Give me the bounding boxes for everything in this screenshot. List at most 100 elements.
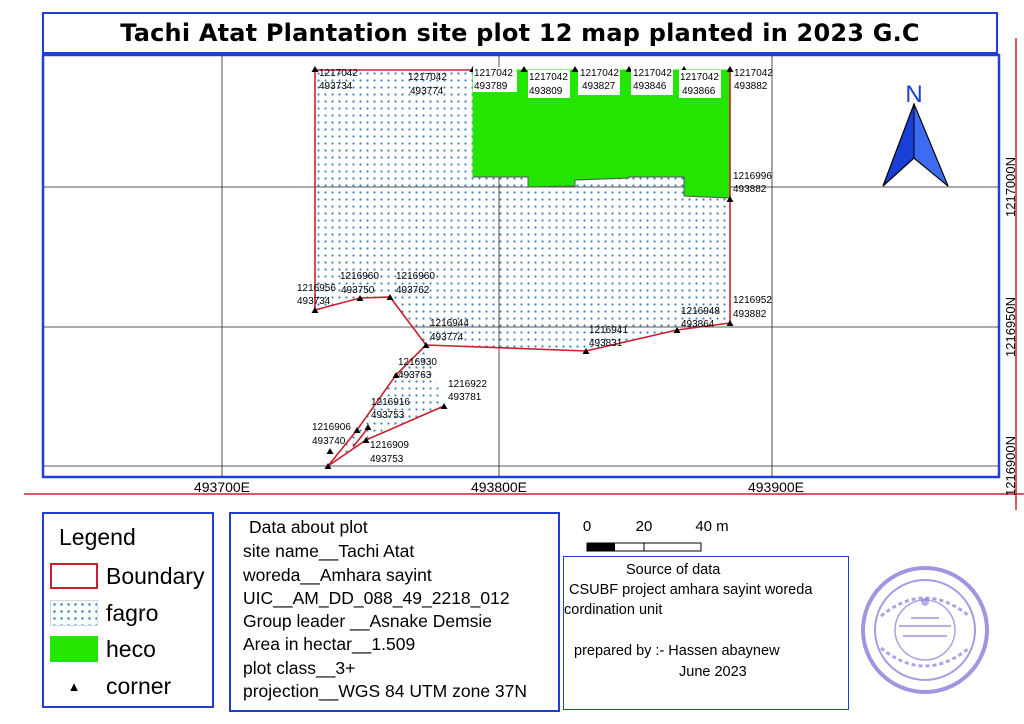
- triangle-icon: [726, 66, 734, 72]
- coord-label-e: 493734: [297, 296, 331, 307]
- coord-label-n: 1217042: [408, 72, 447, 83]
- triangle-icon: [673, 327, 681, 333]
- legend-label: heco: [106, 635, 156, 662]
- plot-data-line: Group leader __Asnake Demsie: [243, 611, 493, 631]
- coord-label-e: 493734: [319, 81, 353, 92]
- x-axis-labels: 493700E 493800E 493900E: [194, 479, 804, 495]
- coord-label-e: 493753: [370, 454, 404, 465]
- coord-label-e: 493866: [682, 86, 716, 97]
- triangle-icon: [356, 295, 364, 301]
- triangle-icon: [326, 448, 334, 454]
- coord-label-n: 1217042: [474, 68, 513, 79]
- y-axis-label: 1217000N: [1003, 157, 1018, 217]
- legend-item-fagro: fagro: [50, 598, 158, 628]
- triangle-icon: [571, 66, 579, 72]
- scale-bar: 0 20 40 m: [583, 518, 729, 552]
- coord-label-e: 493750: [341, 285, 375, 296]
- coord-label-e: 493882: [733, 184, 767, 195]
- coord-label-e: 493762: [396, 285, 430, 296]
- prepared-by: prepared by :- Hassen abaynew: [574, 643, 780, 659]
- triangle-icon: [364, 424, 372, 430]
- coord-label-e: 493831: [589, 338, 623, 349]
- coord-label-n: 1216960: [340, 271, 379, 282]
- y-axis-label: 1216950N: [1003, 297, 1018, 357]
- coord-label-n: 1216960: [396, 271, 435, 282]
- triangle-icon: [392, 372, 400, 378]
- coord-label-n: 1217042: [680, 72, 719, 83]
- triangle-icon: [625, 66, 633, 72]
- coord-label-e: 493846: [633, 81, 667, 92]
- triangle-icon: [362, 437, 370, 443]
- heco-swatch: [50, 636, 98, 662]
- plot-data-line: plot class__3+: [243, 658, 356, 678]
- coordinate-labels: 1217042 493734 1217042 493774 1217042 49…: [297, 68, 773, 465]
- source-box: Source of data CSUBF project amhara sayi…: [563, 556, 849, 710]
- coord-label-e: 493789: [474, 81, 508, 92]
- coord-label-n: 1217042: [529, 72, 568, 83]
- coord-label-e: 493882: [733, 309, 767, 320]
- triangle-icon: [726, 196, 734, 202]
- triangle-icon: [324, 463, 332, 469]
- coord-label-e: 493864: [681, 319, 715, 330]
- x-axis-label: 493800E: [471, 479, 527, 495]
- coord-label-e: 493774: [430, 332, 464, 343]
- boundary-swatch: [50, 563, 98, 589]
- source-line: CSUBF project amhara sayint woreda: [569, 582, 813, 598]
- coord-label-n: 1216916: [371, 397, 410, 408]
- coord-label-e: 493809: [529, 86, 563, 97]
- legend-label: Boundary: [106, 562, 205, 589]
- coord-label-e: 493882: [734, 81, 768, 92]
- triangle-icon: [726, 320, 734, 326]
- legend: Legend Boundary fagro heco ▲ corner: [42, 512, 214, 708]
- x-axis-label: 493700E: [194, 479, 250, 495]
- coord-label-n: 1216956: [297, 283, 336, 294]
- prepared-date: June 2023: [679, 664, 747, 680]
- coord-label-n: 1216944: [430, 318, 469, 329]
- fagro-swatch: [50, 600, 98, 626]
- coord-label-e: 493827: [582, 81, 616, 92]
- coord-label-n: 1217042: [633, 68, 672, 79]
- triangle-icon: ▲: [67, 678, 81, 694]
- heco-boundary: [473, 176, 731, 199]
- triangle-icon: [440, 403, 448, 409]
- coord-label-n: 1217042: [319, 68, 358, 79]
- coord-label-n: 1216906: [312, 422, 351, 433]
- triangle-icon: [353, 427, 361, 433]
- triangle-icon: [520, 66, 528, 72]
- plot-data-line: site name__Tachi Atat: [243, 541, 415, 561]
- scale-label: 40 m: [695, 518, 728, 535]
- north-label: N: [905, 81, 922, 108]
- map-canvas: 1217042 493734 1217042 493774 1217042 49…: [24, 38, 1024, 510]
- legend-item-heco: heco: [50, 634, 156, 664]
- y-axis-labels: 1217000N 1216950N 1216900N: [1003, 157, 1018, 496]
- north-arrow-icon: N: [882, 81, 949, 187]
- coord-label-n: 1216922: [448, 379, 487, 390]
- coord-label-e: 493781: [448, 392, 482, 403]
- source-line: cordination unit: [564, 602, 663, 618]
- triangle-icon: [311, 66, 319, 72]
- scale-label: 20: [636, 518, 653, 535]
- triangle-icon: [311, 307, 319, 313]
- label-backgrounds: [473, 67, 721, 98]
- coord-label-e: 493774: [410, 86, 444, 97]
- x-axis-label: 493900E: [748, 479, 804, 495]
- coord-label-n: 1216930: [398, 357, 437, 368]
- plot-data-line: projection__WGS 84 UTM zone 37N: [243, 681, 528, 701]
- coord-label-e: 493763: [398, 370, 432, 381]
- title-frame: Tachi Atat Plantation site plot 12 map p…: [42, 12, 998, 54]
- coord-label-n: 1216941: [589, 325, 628, 336]
- legend-item-corner: ▲ corner: [50, 671, 172, 701]
- map-frame: [41, 53, 1001, 479]
- legend-title: Legend: [59, 524, 136, 550]
- scale-label: 0: [583, 518, 591, 535]
- y-axis-label: 1216900N: [1003, 436, 1018, 496]
- coord-label-n: 1217042: [734, 68, 773, 79]
- coord-label-e: 493740: [312, 436, 346, 447]
- triangle-icon: [386, 294, 394, 300]
- coord-label-n: 1216948: [681, 306, 720, 317]
- legend-label: corner: [106, 672, 172, 699]
- coord-label-e: 493753: [371, 410, 405, 421]
- coord-label-n: 1216909: [370, 440, 409, 451]
- coord-label-n: 1216952: [733, 295, 772, 306]
- plot-data-line: UIC__AM_DD_088_49_2218_012: [243, 588, 510, 608]
